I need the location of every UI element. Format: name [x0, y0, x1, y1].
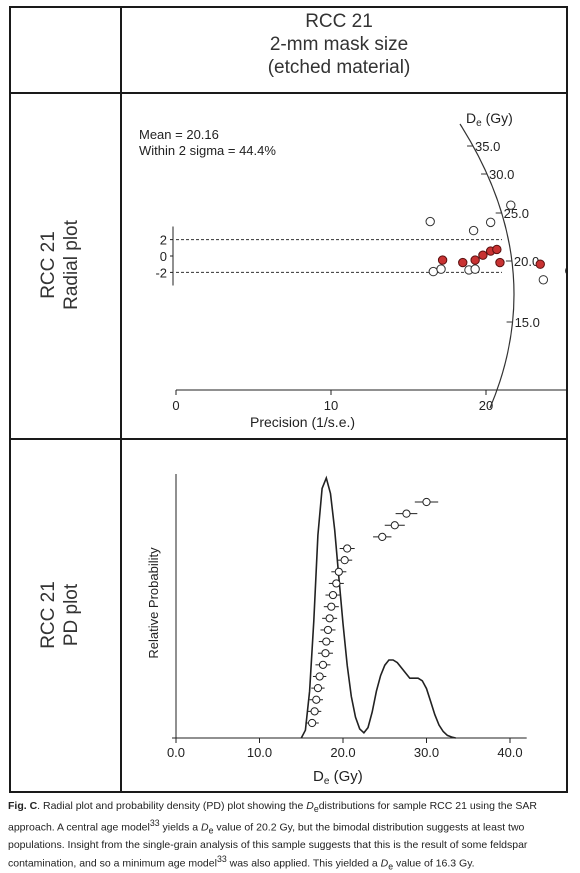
pd-estimate-point	[340, 556, 349, 565]
radial-point-open	[506, 200, 516, 210]
radial-point-open	[470, 264, 480, 274]
header-line-2: 2-mm mask size	[269, 33, 409, 55]
caption-text-1: . Radial plot and probability density (P…	[37, 800, 307, 812]
pd-density-curve	[300, 475, 456, 739]
caption-text-4: value of 20.2 Gy, but the bimodal distri…	[8, 821, 528, 870]
pd-row-label: RCC 21 PD plot	[0, 438, 120, 791]
radial-y-tick-label: -2	[155, 265, 167, 280]
radial-label-line-1: RCC 21	[38, 231, 59, 299]
radial-plot: Mean = 20.16 Within 2 sigma = 44.4% De (…	[139, 110, 566, 430]
pd-estimate-point	[312, 695, 321, 704]
radial-point-open	[425, 216, 435, 227]
radial-point-filled	[470, 255, 480, 265]
figure-frame	[9, 6, 568, 793]
pd-estimate-point	[325, 614, 334, 623]
pd-estimate-point	[321, 649, 330, 658]
pd-estimate-point	[310, 707, 319, 716]
caption-ref-2: 33	[216, 853, 227, 864]
radial-point-open	[436, 264, 446, 274]
radial-arc-tick-label: 20.0	[514, 254, 539, 269]
divider-vertical	[120, 8, 122, 791]
radial-arc-tick-label: 15.0	[515, 315, 540, 330]
caption-de-3: D	[380, 857, 389, 870]
pd-x-axis-label-main: D	[313, 768, 324, 785]
de-axis-label-sub: e	[476, 118, 482, 129]
caption-ref-1: 33	[149, 818, 160, 829]
caption-de-2: D	[201, 821, 209, 834]
pd-x-tick-label: 30.0	[414, 745, 439, 760]
radial-point-open	[538, 275, 549, 285]
radial-point-filled	[458, 257, 468, 268]
radial-point-open	[428, 266, 438, 277]
caption-text-6: value of 16.3 Gy.	[393, 857, 475, 870]
pd-estimate-point	[318, 660, 328, 669]
radial-x-tick-label: 0	[172, 398, 179, 413]
pd-x-axis-label: De (Gy)	[313, 768, 363, 787]
pd-estimate-point	[390, 521, 399, 530]
radial-point-filled	[535, 259, 545, 269]
pd-label-line-1: RCC 21	[37, 580, 59, 649]
radial-label-line-2: Radial plot	[61, 220, 82, 310]
header-line-3: (etched material)	[267, 56, 411, 78]
pd-estimate-point	[402, 509, 411, 518]
pd-x-tick-label: 10.0	[247, 745, 272, 760]
radial-point-filled	[437, 255, 448, 265]
radial-point-filled	[492, 244, 502, 255]
radial-point-open	[565, 267, 566, 274]
radial-x-tick-label: 10	[324, 398, 338, 413]
caption-de-sub-3: e	[388, 861, 394, 872]
caption-text-3: yields a	[159, 821, 202, 834]
caption-text-5: was also applied. This yielded a	[226, 857, 381, 870]
divider-middle	[11, 438, 566, 440]
radial-point-open	[485, 217, 496, 228]
caption-text-2: distributions for sample RCC 21 using th…	[8, 800, 537, 834]
de-axis-label: De (Gy)	[466, 110, 513, 129]
pd-estimate-point	[315, 672, 324, 681]
pd-estimate-point	[343, 544, 352, 553]
pd-estimate-point	[422, 497, 431, 507]
pd-x-tick-label: 0.0	[167, 745, 185, 760]
pd-x-axis-label-unit: (Gy)	[329, 768, 362, 785]
radial-arc-tick-label: 35.0	[475, 139, 500, 154]
pd-y-axis-label: Relative Probability	[146, 547, 161, 659]
figure-caption: Fig. C. Radial plot and probability dens…	[8, 799, 574, 873]
radial-x-axis-label: Precision (1/s.e.)	[250, 414, 355, 430]
caption-de-sub-2: e	[208, 825, 214, 836]
pd-estimate-point	[327, 602, 336, 611]
pd-estimate-point	[313, 684, 323, 693]
radial-point-open	[468, 225, 479, 236]
radial-point-filled	[478, 250, 488, 260]
panel-header: RCC 21 2-mm mask size (etched material)	[121, 2, 557, 86]
pd-x-axis-label-sub: e	[324, 776, 330, 787]
pd-estimate-point	[378, 532, 387, 541]
de-axis-label-main: D	[466, 110, 476, 126]
radial-y-tick-label: 0	[160, 249, 167, 264]
radial-y-tick-label: 2	[160, 233, 167, 248]
pd-estimate-point	[334, 567, 343, 576]
pd-estimate-point	[322, 637, 331, 646]
caption-de-sub-1: e	[313, 804, 319, 815]
sigma-annotation: Within 2 sigma = 44.4%	[139, 143, 276, 158]
radial-row-label: RCC 21 Radial plot	[0, 92, 120, 438]
caption-de-1: D	[306, 800, 314, 812]
pd-plot: Relative Probability De (Gy) 0.0 10.0 20.0…	[146, 474, 527, 787]
radial-de-arc	[459, 123, 515, 409]
pd-estimate-point	[308, 718, 317, 728]
radial-arc-tick-label: 30.0	[489, 167, 514, 182]
radial-point-filled	[495, 257, 505, 268]
radial-x-tick-label: 20	[479, 398, 493, 413]
pd-x-tick-label: 20.0	[330, 745, 355, 760]
header-line-1: RCC 21	[305, 10, 373, 32]
mean-annotation: Mean = 20.16	[139, 127, 219, 142]
pd-estimate-point	[328, 590, 338, 600]
pd-estimate-point	[323, 625, 333, 635]
pd-x-tick-label: 40.0	[497, 745, 522, 760]
pd-estimate-point	[332, 579, 341, 588]
caption-fig-label: Fig. C	[8, 800, 38, 812]
de-axis-label-unit: (Gy)	[482, 110, 513, 126]
pd-label-line-2: PD plot	[60, 583, 82, 646]
divider-top	[11, 92, 566, 94]
